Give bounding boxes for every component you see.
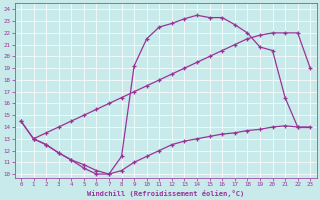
X-axis label: Windchill (Refroidissement éolien,°C): Windchill (Refroidissement éolien,°C) [87, 190, 244, 197]
